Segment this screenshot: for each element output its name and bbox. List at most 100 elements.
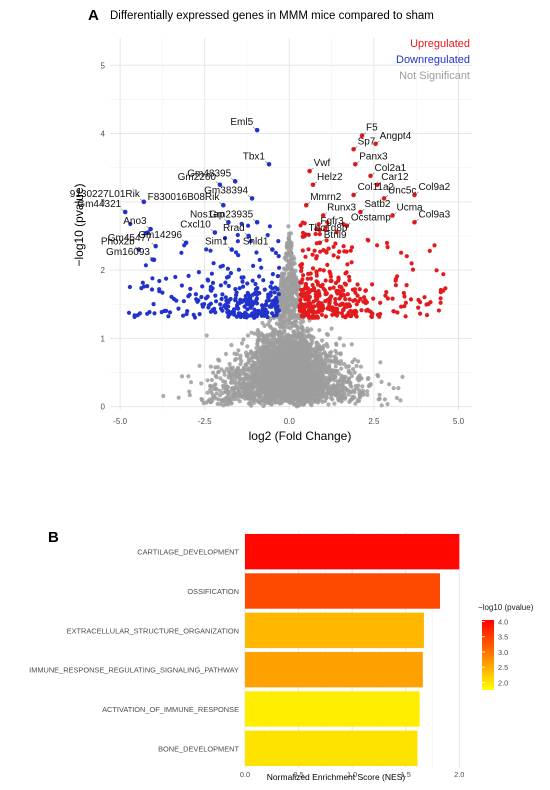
upregulated-point [314,279,319,284]
not-significant-point [350,359,355,365]
not-significant-point [313,398,318,403]
downregulated-point [157,289,162,294]
not-significant-point [241,367,246,372]
not-significant-point [237,399,242,404]
upregulated-point [331,285,336,290]
downregulated-point [224,298,229,303]
upregulated-point [399,250,404,255]
not-significant-point [341,343,346,348]
gene-label-leader [306,202,311,206]
downregulated-point [236,267,241,272]
gene-label-leader [227,246,232,250]
not-significant-point [255,381,260,387]
not-significant-point [309,393,314,398]
downregulated-point [257,257,262,262]
gene-label: Gm14296 [138,230,182,241]
not-significant-point [342,385,347,390]
gene-label: Tbx1 [243,151,266,162]
upregulated-point [427,248,432,253]
not-significant-point [270,387,275,392]
not-significant-point [309,341,314,346]
not-significant-point [286,325,291,330]
upregulated-point [390,296,395,301]
not-significant-point [229,375,234,380]
not-significant-point [318,351,324,356]
gene-label: Gm23935 [209,209,253,220]
not-significant-point [268,332,273,337]
upregulated-point [356,299,361,304]
not-significant-point [323,382,328,388]
not-significant-point [272,333,277,338]
downregulated-point [213,293,218,298]
downregulated-point [270,272,275,277]
not-significant-point [368,382,373,387]
volcano-y-axis-label: −log10 (pvalue) [72,183,86,266]
colorbar-title: −log10 (pvalue) [478,603,534,612]
upregulated-point [393,278,398,283]
downregulated-point [191,312,196,317]
upregulated-point [306,314,311,319]
upregulated-point [402,294,407,299]
legend-entry: Downregulated [396,54,470,66]
upregulated-point [333,311,338,316]
not-significant-point [307,380,312,385]
not-significant-point [323,398,328,403]
upregulated-point [404,283,409,288]
not-significant-point [280,389,285,394]
not-significant-point [235,365,241,370]
not-significant-point [285,296,290,301]
downregulated-point [271,313,276,318]
not-significant-point [251,365,256,370]
downregulated-point [265,233,270,238]
not-significant-point [311,383,316,388]
not-significant-point [333,386,338,391]
upregulated-point [321,268,326,273]
upregulated-point [416,305,421,310]
downregulated-point [273,285,278,290]
downregulated-point [166,314,171,319]
not-significant-point [314,383,319,388]
not-significant-point [232,389,237,395]
downregulated-point [228,271,233,276]
not-significant-point [263,375,268,380]
not-significant-point [297,386,302,391]
upregulated-point [349,260,354,265]
upregulated-point [322,227,328,232]
gene-label: Satb2 [364,199,391,210]
not-significant-point [230,386,235,391]
not-significant-point [291,311,296,317]
downregulated-point [264,302,269,307]
upregulated-point [408,297,414,302]
upregulated-point [403,314,408,319]
downregulated-point [229,310,234,315]
upregulated-point [337,289,343,294]
not-significant-point [269,357,274,362]
upregulated-point [434,268,439,273]
gene-label: Sp7 [358,136,376,147]
upregulated-point [314,273,319,278]
upregulated-point [299,262,305,267]
not-significant-point [298,320,303,326]
gene-label-leader [309,167,314,172]
upregulated-point [347,274,352,279]
not-significant-point [290,256,295,261]
upregulated-point [314,290,319,296]
upregulated-point [323,299,328,304]
not-significant-point [361,392,366,397]
upregulated-point [310,307,315,312]
not-significant-point [294,396,299,401]
not-significant-point [379,379,384,384]
not-significant-point [377,392,382,397]
not-significant-point [391,386,396,391]
upregulated-point [330,305,335,310]
upregulated-point [323,314,328,319]
upregulated-point [308,271,313,276]
gene-label-leader [360,208,365,213]
not-significant-point [258,365,263,370]
not-significant-point [293,346,298,351]
gene-label-leader [361,132,367,136]
upregulated-point [438,296,443,301]
not-significant-point [262,353,267,358]
upregulated-point [328,271,333,276]
